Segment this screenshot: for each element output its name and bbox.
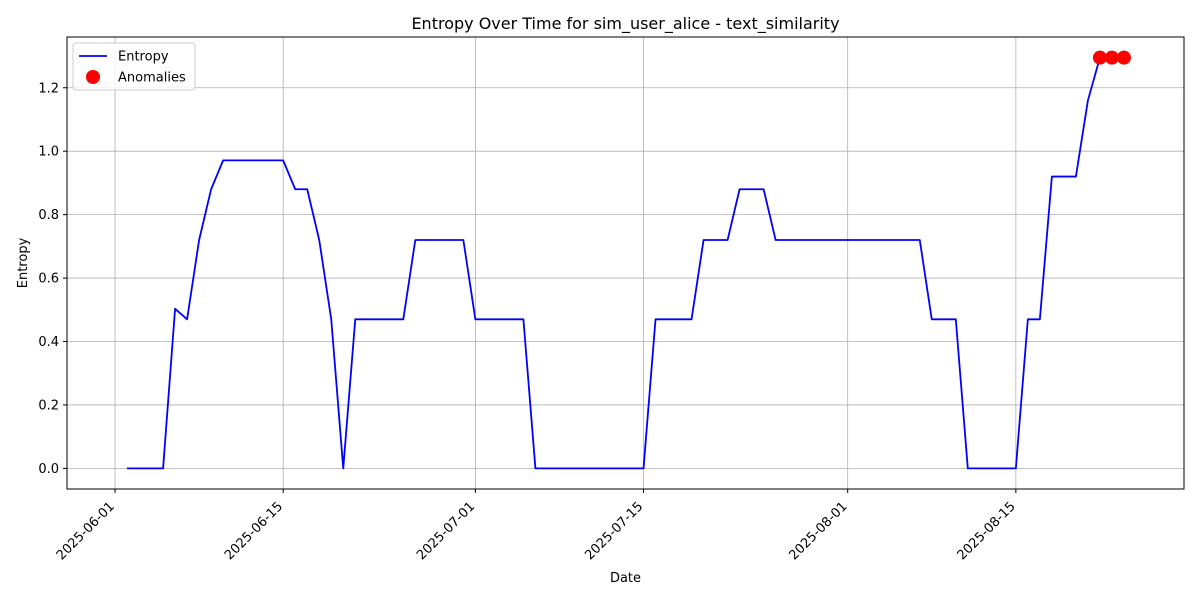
y-tick-label: 1.0 bbox=[38, 145, 59, 160]
chart-title: Entropy Over Time for sim_user_alice - t… bbox=[411, 14, 839, 34]
y-tick-label: 1.2 bbox=[38, 81, 59, 96]
y-tick-label: 0.4 bbox=[38, 335, 59, 350]
legend-label: Anomalies bbox=[118, 71, 186, 86]
anomaly-point bbox=[1104, 50, 1119, 65]
entropy-line bbox=[127, 57, 1101, 470]
x-axis-label: Date bbox=[610, 571, 641, 586]
legend: Entropy Anomalies bbox=[72, 42, 196, 91]
plot-frame bbox=[66, 36, 1185, 490]
anomaly-point bbox=[1092, 50, 1107, 65]
y-tick-label: 0.6 bbox=[38, 272, 59, 287]
y-tick-label: 0.0 bbox=[38, 462, 59, 477]
y-tick-label: 0.8 bbox=[38, 208, 59, 223]
y-axis-label: Entropy bbox=[16, 237, 31, 288]
legend-marker-swatch bbox=[86, 70, 100, 84]
legend-box bbox=[72, 42, 196, 91]
legend-label: Entropy bbox=[118, 50, 169, 65]
series-layer bbox=[127, 50, 1131, 470]
y-tick-label: 0.2 bbox=[38, 398, 59, 413]
anomaly-point bbox=[1116, 50, 1131, 65]
y-axis-ticks: 0.0 0.2 0.4 0.6 0.8 1.0 1.2 bbox=[38, 81, 67, 477]
